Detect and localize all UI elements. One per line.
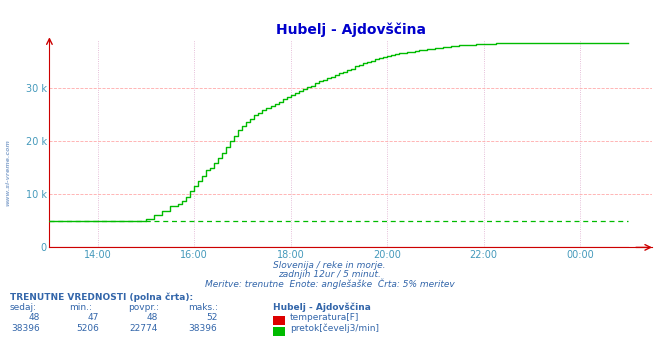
Text: temperatura[F]: temperatura[F] — [290, 313, 359, 322]
Text: Hubelj - Ajdovščina: Hubelj - Ajdovščina — [273, 302, 372, 312]
Text: sedaj:: sedaj: — [10, 303, 37, 312]
Text: povpr.:: povpr.: — [129, 303, 159, 312]
Text: Meritve: trenutne  Enote: anglešaške  Črta: 5% meritev: Meritve: trenutne Enote: anglešaške Črta… — [205, 278, 454, 289]
Text: www.si-vreme.com: www.si-vreme.com — [5, 139, 11, 207]
Text: pretok[čevelj3/min]: pretok[čevelj3/min] — [290, 324, 379, 334]
Text: 48: 48 — [28, 313, 40, 322]
Text: 48: 48 — [147, 313, 158, 322]
Text: 22774: 22774 — [130, 325, 158, 334]
Title: Hubelj - Ajdovščina: Hubelj - Ajdovščina — [276, 23, 426, 37]
Text: maks.:: maks.: — [188, 303, 217, 312]
Text: 5206: 5206 — [76, 325, 99, 334]
Text: TRENUTNE VREDNOSTI (polna črta):: TRENUTNE VREDNOSTI (polna črta): — [10, 292, 193, 302]
Text: Slovenija / reke in morje.: Slovenija / reke in morje. — [273, 261, 386, 270]
Text: zadnjih 12ur / 5 minut.: zadnjih 12ur / 5 minut. — [278, 271, 381, 280]
Text: 52: 52 — [206, 313, 217, 322]
Text: min.:: min.: — [69, 303, 92, 312]
Text: 47: 47 — [88, 313, 99, 322]
Text: 38396: 38396 — [11, 325, 40, 334]
Text: 38396: 38396 — [188, 325, 217, 334]
